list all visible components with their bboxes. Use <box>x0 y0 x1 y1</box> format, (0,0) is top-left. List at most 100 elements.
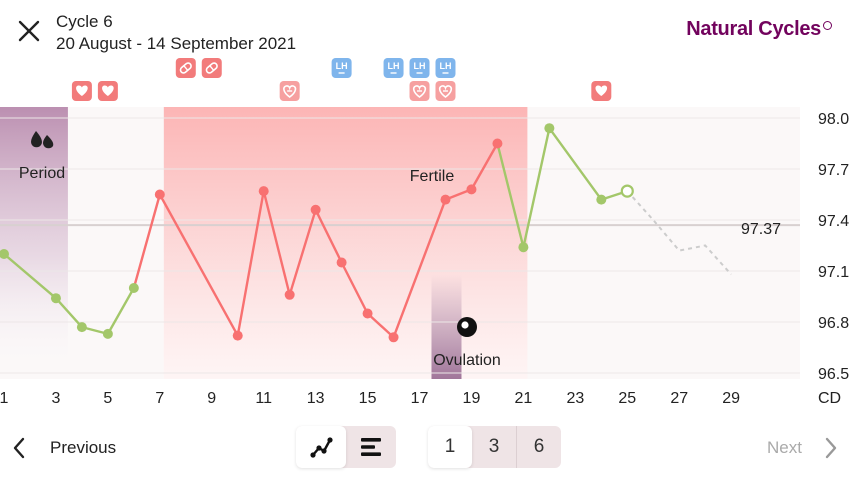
temperature-point[interactable] <box>544 123 555 134</box>
temperature-segment <box>54 297 84 329</box>
brand-ring-icon <box>823 21 832 30</box>
previous-label: Previous <box>50 438 117 457</box>
chevron-left-icon <box>13 437 25 459</box>
x-tick-label: 3 <box>51 390 60 407</box>
x-tick-label: 5 <box>103 390 112 407</box>
zoom-toggle: 1 3 6 <box>428 426 561 468</box>
heart-icon[interactable] <box>71 81 92 101</box>
lh-label: LH <box>388 61 400 71</box>
x-tick-label: 27 <box>670 390 688 407</box>
view-toggle <box>296 426 396 468</box>
cycle-title: Cycle 6 <box>56 12 113 31</box>
temperature-segment <box>548 126 603 201</box>
temperature-segment <box>314 208 343 264</box>
temperature-segment <box>158 193 239 337</box>
lh-test-icon[interactable]: LH <box>409 58 430 78</box>
temperature-segment <box>340 261 369 315</box>
zoom-option-1[interactable]: 1 <box>428 426 472 468</box>
temperature-segment <box>366 312 395 339</box>
temperature-point[interactable] <box>50 293 61 304</box>
y-tick-label: 96.8 <box>818 315 849 332</box>
temperature-segment <box>522 126 551 249</box>
heart-icon[interactable] <box>591 81 612 101</box>
temperature-point[interactable] <box>362 308 373 319</box>
close-icon <box>18 20 40 42</box>
temperature-point[interactable] <box>336 257 347 268</box>
x-tick-label: 17 <box>411 390 429 407</box>
temperature-segment <box>2 252 58 300</box>
temperature-segment <box>262 189 291 296</box>
y-tick-label: 98.0 <box>818 111 849 128</box>
temperature-point[interactable] <box>466 184 477 195</box>
heart-shield-icon[interactable] <box>279 81 300 101</box>
close-button[interactable] <box>14 16 44 46</box>
lh-label: LH <box>439 61 451 71</box>
fertile-label: Fertile <box>410 168 455 185</box>
previous-button[interactable]: Previous <box>12 430 116 466</box>
temperature-point[interactable] <box>492 138 503 149</box>
x-tick-label: 21 <box>515 390 533 407</box>
zoom-option-6[interactable]: 6 <box>533 436 545 457</box>
drops-icon <box>31 131 54 149</box>
next-button[interactable]: Next <box>767 430 838 466</box>
lh-test-icon[interactable]: LH <box>331 58 352 78</box>
line-chart-icon <box>310 437 333 458</box>
temperature-point[interactable] <box>102 328 113 339</box>
heart-shield-icon[interactable] <box>409 81 430 101</box>
cover-line-value: 97.37 <box>741 221 781 238</box>
temperature-point[interactable] <box>284 289 295 300</box>
temperature-point[interactable] <box>154 189 165 200</box>
list-view-button[interactable] <box>346 426 396 468</box>
temperature-segment <box>236 189 265 337</box>
x-tick-label: 13 <box>307 390 325 407</box>
x-tick-label: 7 <box>155 390 164 407</box>
temperature-point[interactable] <box>76 322 87 333</box>
y-tick-label: 97.4 <box>818 213 849 230</box>
x-tick-label: 9 <box>207 390 216 407</box>
period-label: Period <box>19 165 65 182</box>
temperature-segment <box>496 142 525 249</box>
lh-test-icon[interactable]: LH <box>435 58 456 78</box>
y-tick-label: 96.5 <box>818 366 849 383</box>
zoom-divider <box>516 426 517 468</box>
temperature-point[interactable] <box>596 194 607 205</box>
lh-test-icon[interactable]: LH <box>383 58 404 78</box>
temperature-point[interactable] <box>0 249 9 259</box>
y-tick-label: 97.7 <box>818 162 849 179</box>
next-label: Next <box>767 438 802 457</box>
temperature-point[interactable] <box>310 204 321 215</box>
temperature-point[interactable] <box>258 186 269 197</box>
ovulation-band <box>431 275 462 379</box>
period-band <box>0 107 68 379</box>
temperature-point[interactable] <box>440 194 451 205</box>
heart-icon[interactable] <box>97 81 118 101</box>
x-tick-label: 29 <box>722 390 740 407</box>
brand-name: Natural Cycles <box>686 18 821 40</box>
ovulation-egg-icon <box>457 317 477 337</box>
temperature-segment <box>132 193 162 290</box>
brand-logo: Natural Cycles <box>686 18 832 41</box>
pill-icon[interactable] <box>175 58 196 78</box>
temperature-point[interactable] <box>388 332 399 343</box>
x-tick-label: 11 <box>255 390 272 407</box>
zoom-option-3[interactable]: 3 <box>488 436 500 457</box>
chart-view-button[interactable] <box>296 426 346 468</box>
temperature-point[interactable] <box>518 242 529 253</box>
list-icon <box>361 438 381 456</box>
x-tick-label: 19 <box>463 390 481 407</box>
ovulation-label: Ovulation <box>433 352 501 369</box>
cycle-dates: 20 August - 14 September 2021 <box>56 34 297 53</box>
x-unit-label: CD <box>818 390 841 407</box>
x-tick-label: 25 <box>618 390 636 407</box>
pill-icon[interactable] <box>201 58 222 78</box>
temperature-chart: LH LH LH LH 98.097.797.497.196.896.51 3 5 7 9 11… <box>0 58 849 407</box>
x-tick-label: 23 <box>566 390 584 407</box>
prediction-line <box>626 190 732 276</box>
temperature-point[interactable] <box>128 283 139 293</box>
lh-label: LH <box>414 61 426 71</box>
fertile-band <box>163 107 528 379</box>
temperature-segment <box>392 198 447 339</box>
temperature-point[interactable] <box>232 330 243 341</box>
heart-shield-icon[interactable] <box>435 81 456 101</box>
temperature-point[interactable] <box>620 184 634 198</box>
